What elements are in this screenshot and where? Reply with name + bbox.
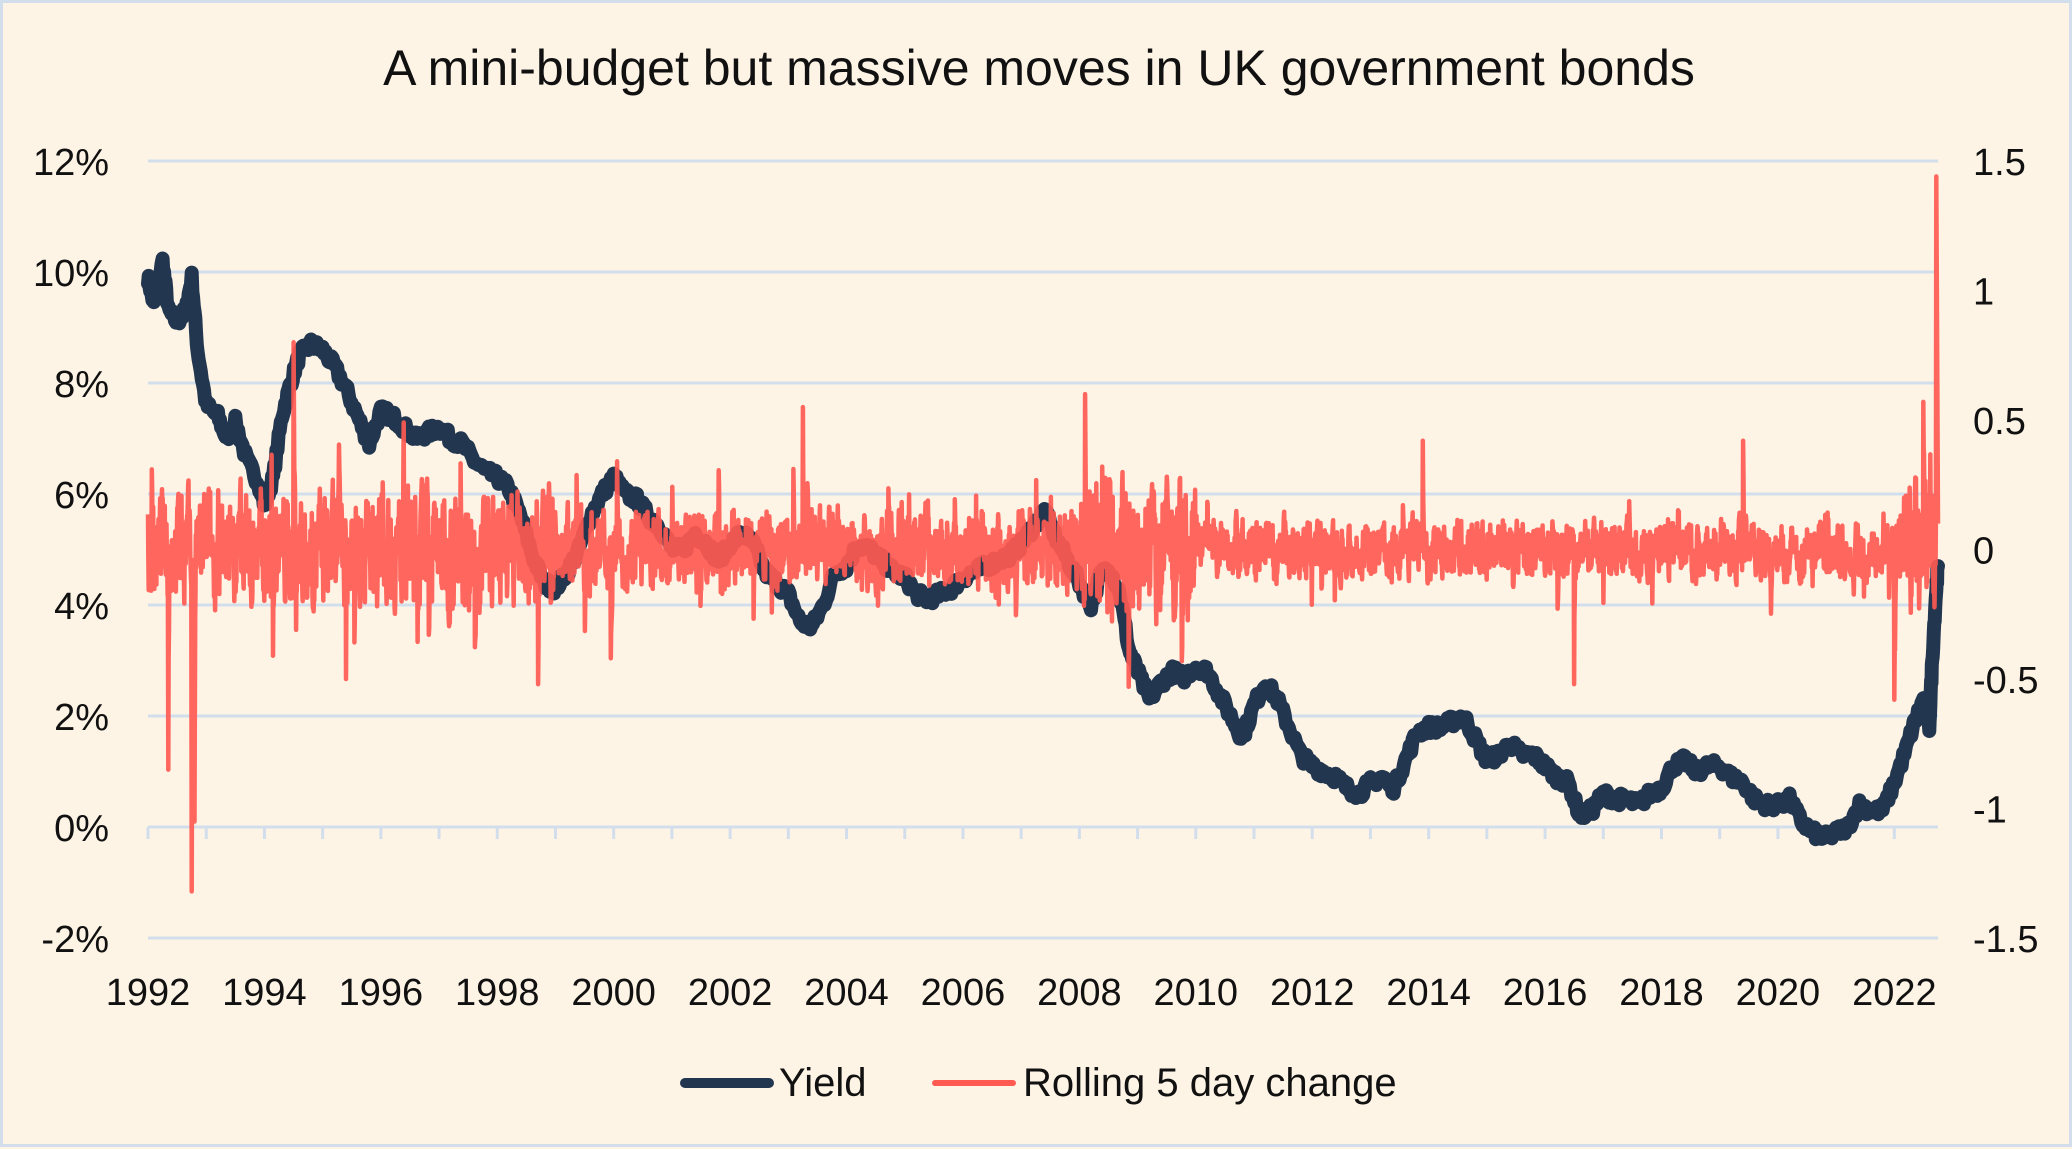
legend-item-rolling-change[interactable]: Rolling 5 day change (932, 1061, 1397, 1105)
y-left-tick-label: 10% (33, 253, 109, 295)
y-right-tick-label: 1 (1973, 272, 1994, 314)
y-left-tick-label: 4% (54, 586, 109, 628)
x-tick-label: 2006 (921, 972, 1006, 1014)
x-tick-label: 2020 (1736, 972, 1821, 1014)
y-right-tick-label: -1 (1973, 790, 2007, 832)
x-tick-label: 2022 (1852, 972, 1937, 1014)
y-right-tick-label: 0 (1973, 531, 1994, 573)
y-right-tick-label: 1.5 (1973, 142, 2026, 184)
legend: Yield Rolling 5 day change (680, 1061, 1397, 1105)
legend-label-rolling-change: Rolling 5 day change (1023, 1061, 1397, 1105)
x-tick-label: 2018 (1619, 972, 1704, 1014)
legend-item-yield[interactable]: Yield (680, 1061, 866, 1105)
chart-svg: A mini-budget but massive moves in UK go… (33, 40, 2039, 1105)
x-tick-label: 2000 (571, 972, 656, 1014)
x-tick-label: 2016 (1503, 972, 1588, 1014)
y-left-tick-label: 12% (33, 142, 109, 184)
y-left-tick-label: -2% (41, 919, 109, 961)
x-tick-label: 2014 (1386, 972, 1471, 1014)
x-tick-label: 1996 (339, 972, 424, 1014)
y-right-tick-label: -1.5 (1973, 919, 2038, 961)
x-tick-label: 2004 (804, 972, 889, 1014)
y-left-tick-label: 2% (54, 697, 109, 739)
x-tick-label: 2010 (1154, 972, 1239, 1014)
y-right-tick-label: -0.5 (1973, 660, 2038, 702)
x-tick-label: 2008 (1037, 972, 1122, 1014)
x-axis-labels: 1992 1994 1996 1998 2000 2002 2004 2006 2008 2010… (106, 972, 1937, 1014)
y-left-tick-label: 8% (54, 364, 109, 406)
y-axis-left: -2% 0% 2% 4% 6% 8% 10% 12% (33, 142, 109, 961)
x-tick-label: 1994 (222, 972, 307, 1014)
x-tick-label: 1998 (455, 972, 540, 1014)
x-axis-ticks (146, 827, 1896, 839)
y-left-tick-label: 6% (54, 475, 109, 517)
y-axis-right: -1.5 -1 -0.5 0 0.5 1 1.5 (1973, 142, 2038, 961)
x-tick-label: 2002 (688, 972, 773, 1014)
y-left-tick-label: 0% (54, 808, 109, 850)
legend-label-yield: Yield (779, 1061, 866, 1105)
chart-title: A mini-budget but massive moves in UK go… (383, 40, 1695, 96)
x-tick-label: 2012 (1270, 972, 1355, 1014)
x-tick-label: 1992 (106, 972, 191, 1014)
series-rolling-change-line (145, 174, 1941, 894)
y-right-tick-label: 0.5 (1973, 401, 2026, 443)
